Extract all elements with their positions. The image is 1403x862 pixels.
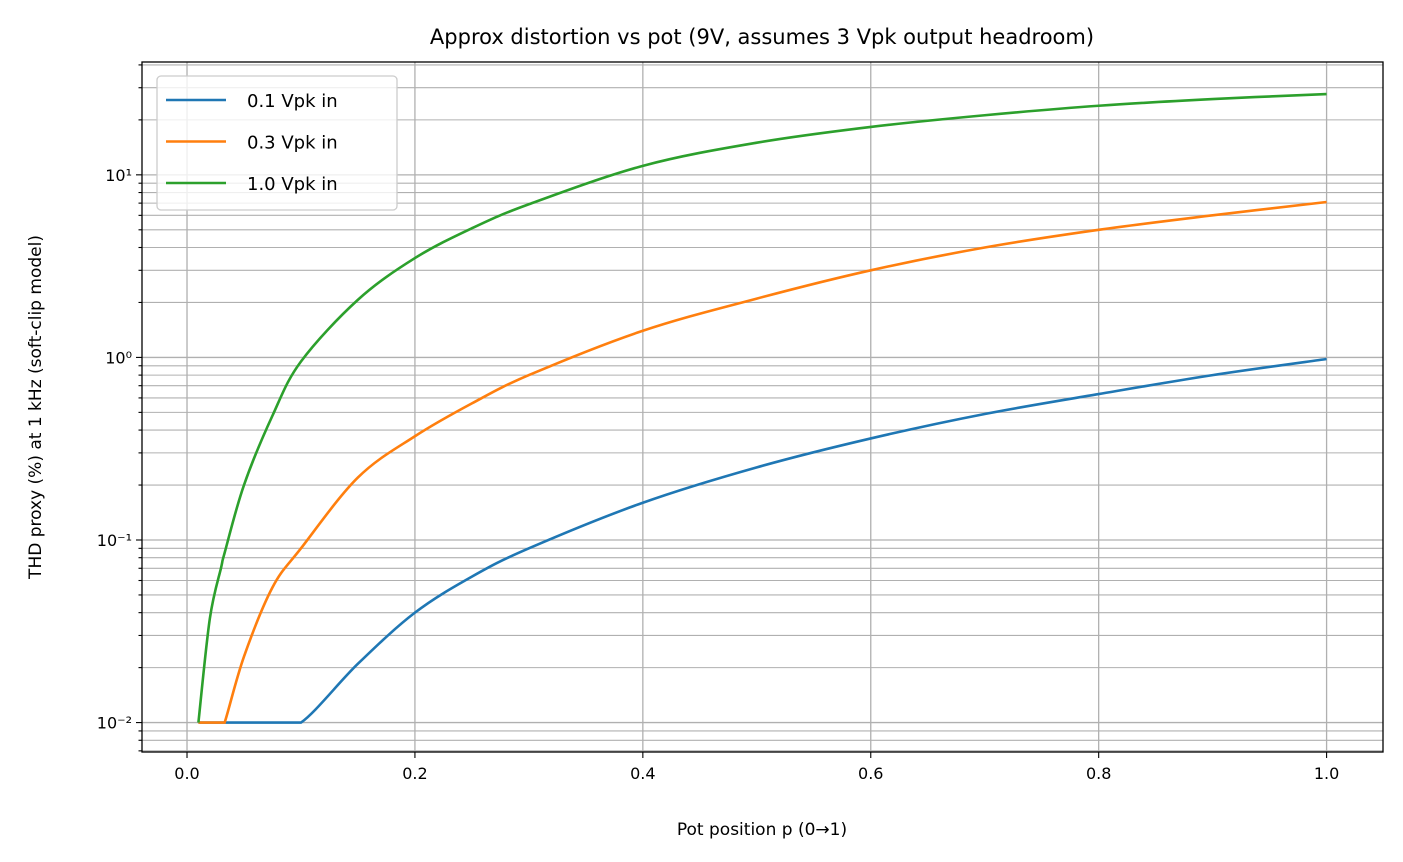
x-axis-label: Pot position p (0→1) <box>677 820 847 840</box>
y-tick-label: 10¹ <box>105 166 132 185</box>
series-line-1 <box>198 200 1327 724</box>
y-tick-label: 10⁰ <box>105 348 132 367</box>
x-tick-label: 0.6 <box>858 764 883 783</box>
y-axis-label: THD proxy (%) at 1 kHz (soft-clip model) <box>26 235 46 580</box>
legend-label-1: 0.3 Vpk in <box>247 133 338 154</box>
legend: 0.1 Vpk in 0.3 Vpk in 1.0 Vpk in <box>156 75 398 211</box>
x-tick-label: 0.4 <box>630 764 655 783</box>
x-tick-label: 0.2 <box>402 764 427 783</box>
series-lines <box>197 92 1327 724</box>
x-tick-label: 0.0 <box>174 764 199 783</box>
legend-box <box>156 75 398 211</box>
legend-label-0: 0.1 Vpk in <box>247 91 338 112</box>
y-tick-label: 10⁻² <box>97 714 132 733</box>
plot-frame <box>141 61 1384 753</box>
legend-label-2: 1.0 Vpk in <box>247 174 338 195</box>
series-line-2 <box>197 92 1327 723</box>
y-tick-label: 10⁻¹ <box>97 531 132 550</box>
x-tick-label: 1.0 <box>1314 764 1339 783</box>
series-line-0 <box>198 357 1327 724</box>
x-tick-label: 0.8 <box>1086 764 1111 783</box>
ticks: 10⁻² 10⁻¹ 10⁰ 10¹ 0.0 0.2 0.4 0.6 0.8 1.0 <box>97 64 1339 783</box>
chart-title: Approx distortion vs pot (9V, assumes 3 … <box>430 25 1094 49</box>
grid <box>142 62 1383 752</box>
